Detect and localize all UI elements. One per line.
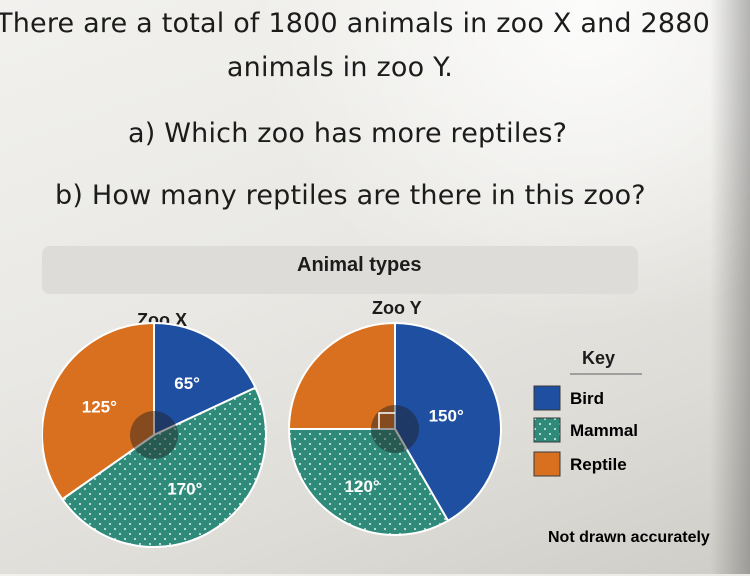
pie-angle-label: 120° [345,477,380,496]
not-drawn-accurately-note: Not drawn accurately [548,529,710,546]
zoo-x-pie: Zoo X65°170°125° [42,310,267,548]
right-angle-marker [378,412,395,429]
pie-slice-mammal [60,386,267,548]
question-line-2: animals in zoo Y. [226,52,454,83]
reptile-swatch [533,451,561,477]
pie-centre-shadow [371,405,419,453]
key-item-mammal: Mammal [570,421,638,440]
pie-slice-mammal [287,428,450,536]
zoo-y-pie: Zoo Y 150° 120° [287,298,502,536]
pie-angle-label: 65° [174,374,200,393]
key: Key Bird Mammal Reptile [533,348,642,477]
pie-angle-label: 150° [429,406,464,425]
pie-centre-shadow [130,411,178,459]
pie-angle-label: 170° [167,479,202,498]
key-title: Key [582,348,615,368]
question-part-a: a) Which zoo has more reptiles? [128,118,568,149]
bird-swatch [533,385,561,411]
question-part-b: b) How many reptiles are there in this z… [55,180,646,211]
shadow-edge [710,0,750,574]
pie-slice-reptile [287,321,396,430]
pie-angle-label: 125° [82,398,117,417]
title-bar [42,246,638,294]
pie-slice-bird [394,321,502,523]
key-item-bird: Bird [570,389,604,408]
mammal-swatch [533,417,561,443]
pie-slice-reptile [42,321,155,501]
pie-slice-bird [153,321,257,437]
question-line-1: There are a total of 1800 animals in zoo… [0,8,711,39]
key-item-reptile: Reptile [570,455,627,474]
pie-title: Zoo Y [372,298,422,318]
animal-types-figure: Animal types Zoo X 65° 170° 125° Zoo Y 150° 1… [42,246,742,576]
